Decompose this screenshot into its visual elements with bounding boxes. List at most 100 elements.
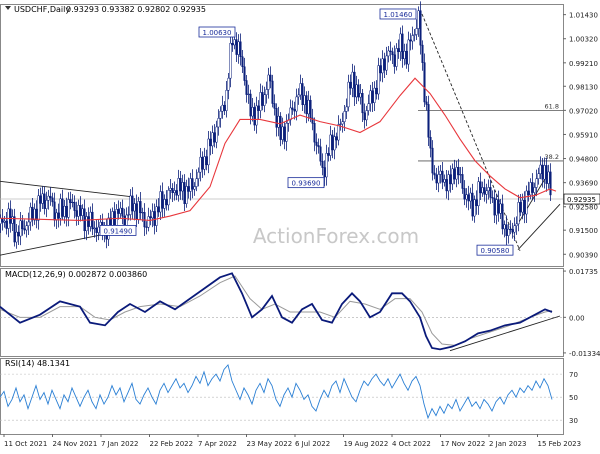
price-candle-body	[525, 190, 528, 215]
price-candle-body	[165, 199, 168, 206]
price-candle-body	[131, 195, 134, 212]
price-candle-body	[535, 178, 538, 188]
price-candle-body	[249, 93, 252, 117]
rsi-panel-frame	[0, 358, 564, 435]
x-tick-label: 2 Jan 2023	[489, 440, 527, 448]
price-candle-body	[395, 48, 398, 67]
collapse-triangle-icon[interactable]	[5, 6, 11, 10]
price-candle-body	[461, 174, 464, 189]
price-candle-body	[221, 104, 224, 112]
x-tick-label: 11 Oct 2021	[4, 440, 47, 448]
macd-title: MACD(12,26,9) 0.002872 0.003860	[5, 270, 147, 279]
price-candle-body	[257, 105, 260, 111]
price-candle-body	[343, 111, 346, 122]
price-candle-body	[437, 174, 440, 184]
price-candle-body	[447, 174, 450, 192]
price-candle-body	[301, 83, 304, 105]
current-price-tag	[563, 193, 600, 205]
macd-line	[0, 272, 553, 351]
price-candle-body	[307, 99, 310, 115]
price-callout-box	[379, 8, 417, 20]
sma-line	[0, 77, 557, 221]
price-panel-frame	[0, 4, 564, 267]
price-candle-body	[477, 181, 480, 207]
price-candle-body	[543, 165, 546, 180]
price-candle-body	[411, 35, 414, 42]
x-tick-label: 15 Feb 2023	[538, 440, 582, 448]
price-callout-label: 1.01460	[384, 11, 413, 19]
price-candle-body	[15, 231, 18, 243]
watermark: ActionForex.com	[253, 224, 419, 248]
price-candle-body	[181, 182, 184, 192]
price-candle-body	[253, 107, 256, 126]
price-candle-body	[311, 117, 314, 124]
price-candle-body	[483, 187, 486, 195]
price-candle-body	[187, 186, 190, 192]
price-candle-body	[57, 212, 60, 219]
price-candle-body	[417, 10, 420, 29]
price-candle-body	[193, 186, 196, 190]
x-tick-label: 6 Jul 2022	[295, 440, 330, 448]
price-candle-body	[397, 48, 400, 52]
price-callout-label: 0.91490	[104, 227, 133, 235]
price-candle-body	[3, 220, 6, 223]
x-tick-label: 19 Aug 2022	[344, 440, 389, 448]
price-candle-body	[499, 203, 502, 214]
price-candle-body	[489, 187, 492, 198]
price-candle-body	[0, 217, 2, 224]
price-candle-body	[41, 193, 44, 204]
price-candle-body	[319, 146, 322, 162]
price-candle-body	[435, 174, 438, 184]
price-candle-body	[191, 178, 194, 190]
price-candle-body	[161, 191, 164, 209]
price-candle-body	[291, 107, 294, 110]
price-candle-body	[73, 201, 76, 211]
price-candle-body	[261, 92, 264, 106]
price-candle-body	[389, 50, 392, 52]
price-candle-body	[239, 41, 242, 57]
price-candle-body	[209, 138, 212, 147]
price-candle-body	[197, 171, 200, 179]
price-candle-body	[427, 104, 430, 138]
rsi-tick-label: 30	[569, 417, 578, 425]
price-candle-body	[275, 108, 278, 128]
price-candle-body	[325, 153, 328, 178]
price-candle-body	[433, 172, 436, 176]
price-candle-body	[171, 188, 174, 193]
price-candle-body	[297, 94, 300, 98]
price-candle-body	[365, 110, 368, 121]
price-candle-body	[251, 107, 254, 117]
price-candle-body	[119, 207, 122, 214]
price-candle-body	[317, 145, 320, 148]
price-candle-body	[183, 182, 186, 204]
price-candle-body	[177, 178, 180, 196]
price-candle-body	[299, 83, 302, 96]
price-candle-body	[65, 205, 68, 218]
price-candle-body	[237, 41, 240, 55]
price-candle-body	[415, 28, 418, 35]
price-tick-label: 1.01430	[569, 12, 598, 20]
price-candle-body	[337, 124, 340, 141]
price-candle-body	[393, 54, 396, 67]
price-candle-body	[77, 205, 80, 217]
price-candle-body	[241, 56, 244, 68]
price-candle-body	[231, 42, 234, 46]
price-candle-body	[45, 200, 48, 209]
price-candle-body	[469, 192, 472, 202]
price-candle-body	[521, 199, 524, 213]
price-candle-body	[205, 156, 208, 166]
channel-lower-line	[517, 203, 561, 251]
price-candle-body	[315, 141, 318, 146]
price-candle-body	[539, 164, 542, 175]
price-candle-body	[285, 122, 288, 142]
price-candle-body	[263, 94, 266, 106]
price-candle-body	[195, 178, 198, 187]
price-candle-body	[523, 199, 526, 215]
price-candle-body	[129, 195, 132, 215]
price-candle-body	[353, 71, 356, 98]
price-candle-body	[85, 216, 88, 232]
price-candle-body	[137, 201, 140, 220]
price-candle-body	[371, 90, 374, 103]
price-candle-body	[71, 201, 74, 204]
price-candle-body	[245, 80, 248, 95]
